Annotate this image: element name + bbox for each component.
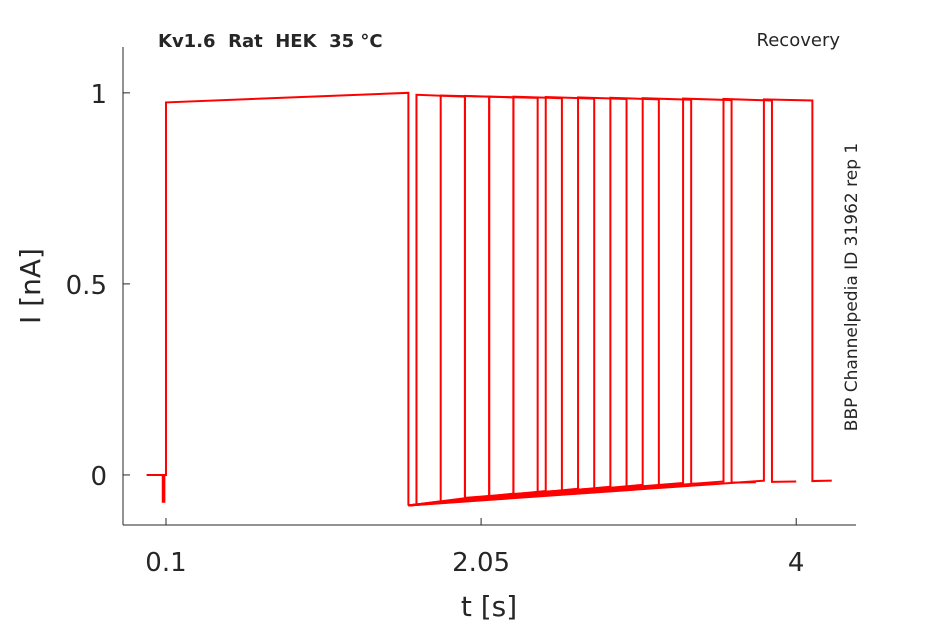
x-tick-label: 4: [788, 548, 805, 578]
trace: [408, 95, 562, 507]
y-axis-label: I [nA]: [14, 248, 47, 324]
trace: [408, 94, 538, 507]
x-axis-label: t [s]: [461, 590, 517, 623]
trace: [408, 98, 832, 507]
y-tick-label: 0: [90, 462, 107, 492]
trace: [408, 93, 490, 507]
y-tick-label: 0.5: [66, 271, 107, 301]
annotation: BBP Channelpedia ID 31962 rep 1: [842, 143, 862, 431]
trace: [146, 91, 410, 506]
trace: [408, 95, 587, 507]
y-tick-label: 1: [90, 80, 107, 110]
chart-subtitle: Recovery: [757, 30, 841, 51]
chart-title: Kv1.6 Rat HEK 35 °C: [158, 31, 383, 52]
x-tick-label: 2.05: [452, 548, 510, 578]
trace: [408, 96, 651, 507]
trace: [408, 97, 797, 507]
x-tick-label: 0.1: [145, 548, 186, 578]
trace: [408, 97, 756, 507]
trace: [408, 94, 514, 507]
